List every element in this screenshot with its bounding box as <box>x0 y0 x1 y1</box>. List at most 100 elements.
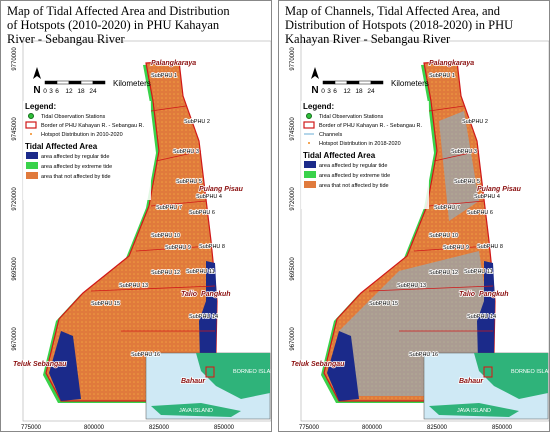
scale-segment <box>56 80 70 85</box>
x-coordinate: 800000 <box>362 425 383 431</box>
legend-heading: Legend: <box>303 102 334 111</box>
y-coordinate: 9720000 <box>290 187 296 211</box>
scale-tick: 12 <box>65 88 73 95</box>
regular-tide-area <box>49 331 81 401</box>
subphu-label: SubPHU 16 <box>409 352 438 358</box>
subphu-label: SubPHU 5 <box>176 179 202 185</box>
y-coordinate: 9670000 <box>290 327 296 351</box>
scale-segment <box>92 80 106 85</box>
subphu-label: SubPHU 11 <box>186 269 215 275</box>
place-label: Palangkaraya <box>151 60 196 67</box>
tidal-item: area affected by regular tide <box>319 163 387 169</box>
scale-tick: 24 <box>89 88 97 95</box>
legend-item: Hotspot Distribution in 2018-2020 <box>319 141 401 147</box>
subphu-label: SubPHU 8 <box>199 244 225 250</box>
subphu-label: SubPHU 13 <box>119 283 148 289</box>
x-coordinate: 825000 <box>149 425 170 431</box>
scale-tick: 0 <box>43 88 47 95</box>
subphu-label: SubPHU 2 <box>184 119 210 125</box>
x-coordinate: 800000 <box>84 425 105 431</box>
border-symbol <box>303 121 315 129</box>
scale-tick: 3 <box>49 88 53 95</box>
subphu-border <box>155 150 202 162</box>
inset-land <box>429 403 519 417</box>
x-coordinate: 775000 <box>21 425 42 431</box>
inset-land <box>196 353 270 399</box>
north-label: N <box>33 85 40 96</box>
subphu-label: SubPHU 16 <box>131 352 160 358</box>
tidal-heading: Tidal Affected Area <box>303 151 376 160</box>
subphu-label: SubPHU 2 <box>462 119 488 125</box>
y-coordinate: 9770000 <box>290 47 296 71</box>
subphu-label: SubPHU 9 <box>165 245 191 251</box>
subphu-label: SubPHU 13 <box>397 283 426 289</box>
legend-item: Border of PHU Kahayan R. - Sebangau R. <box>319 123 423 129</box>
subphu-label: SubPHU 10 <box>429 233 458 239</box>
north-arrow <box>311 67 319 79</box>
subphu-label: SubPHU 4 <box>196 194 222 200</box>
subphu-label: SubPHU 7 <box>434 205 460 211</box>
tidal-item: area affected by regular tide <box>41 154 109 160</box>
tidal-heading: Tidal Affected Area <box>25 142 98 151</box>
subphu-border <box>428 105 465 112</box>
legend-item: Border of PHU Kahayan R. - Sebangau R. <box>41 123 145 129</box>
place-label: Talio <box>181 291 198 298</box>
place-label: BORNEO ISLAND <box>233 369 272 375</box>
inset-land <box>151 403 241 417</box>
subphu-label: SubPHU 14 <box>467 314 496 320</box>
legend-item: Hotspot Distribution in 2010-2020 <box>41 132 123 138</box>
place-label: JAVA ISLAND <box>457 408 491 414</box>
tidal-swatch <box>26 152 38 159</box>
place-label: Bahaur <box>459 378 484 385</box>
channels <box>339 111 491 396</box>
tidal-swatch <box>304 171 316 178</box>
subphu-border <box>413 245 490 252</box>
hotspot-symbol <box>308 142 310 144</box>
y-coordinate: 9695000 <box>290 257 296 281</box>
map-title: Map of Tidal Affected Area and Distribut… <box>7 4 230 46</box>
place-label: Teluk Sebangau <box>291 361 345 368</box>
tidal-swatch <box>304 181 316 188</box>
tidal-swatch <box>304 161 316 168</box>
scale-segment <box>358 80 372 85</box>
subphu-label: SubPHU 6 <box>189 210 215 216</box>
subphu-label: SubPHU 7 <box>156 205 182 211</box>
place-label: Bahaur <box>181 378 206 385</box>
tidal-item: area that not affected by tide <box>41 174 111 180</box>
station-symbol <box>28 113 34 119</box>
subphu-border <box>150 200 207 207</box>
place-label: JAVA ISLAND <box>179 408 213 414</box>
subphu-border <box>428 200 485 207</box>
place-label: Pangkuh <box>201 291 231 298</box>
scale-tick: 18 <box>77 88 85 95</box>
map: 9770000 9745000 9720000 9695000 9670000 77500… <box>12 40 272 431</box>
subphu-label: SubPHU 12 <box>151 270 180 276</box>
place-label: Pulang Pisau <box>477 186 522 193</box>
subphu-label: SubPHU 5 <box>454 179 480 185</box>
x-coordinate: 825000 <box>427 425 448 431</box>
scale-tick: 3 <box>327 88 331 95</box>
subphu-label: SubPHU 1 <box>151 73 177 79</box>
scale-tick: 12 <box>343 88 351 95</box>
subphu-label: SubPHU 4 <box>474 194 500 200</box>
legend-box <box>301 101 429 209</box>
subphu-border <box>150 105 187 112</box>
subphu-border <box>135 245 212 252</box>
subphu-label: SubPHU 15 <box>369 301 398 307</box>
subphu-label: SubPHU 14 <box>189 314 218 320</box>
legend-item: Tidal Observation Stations <box>319 114 384 120</box>
y-coordinate: 9670000 <box>12 327 18 351</box>
border-symbol <box>25 121 37 129</box>
legend-heading: Legend: <box>25 102 56 111</box>
place-label: Palangkaraya <box>429 60 474 67</box>
tidal-swatch <box>26 162 38 169</box>
subphu-label: SubPHU 8 <box>477 244 503 250</box>
scale-segment <box>334 80 348 85</box>
scale-tick: 0 <box>321 88 325 95</box>
subphu-label: SubPHU 11 <box>464 269 493 275</box>
scale-segment <box>370 80 384 85</box>
scale-unit: Kilometers <box>113 79 151 88</box>
scale-segment <box>346 80 360 85</box>
inset-highlight <box>205 366 215 378</box>
place-label: Pulang Pisau <box>199 186 244 193</box>
